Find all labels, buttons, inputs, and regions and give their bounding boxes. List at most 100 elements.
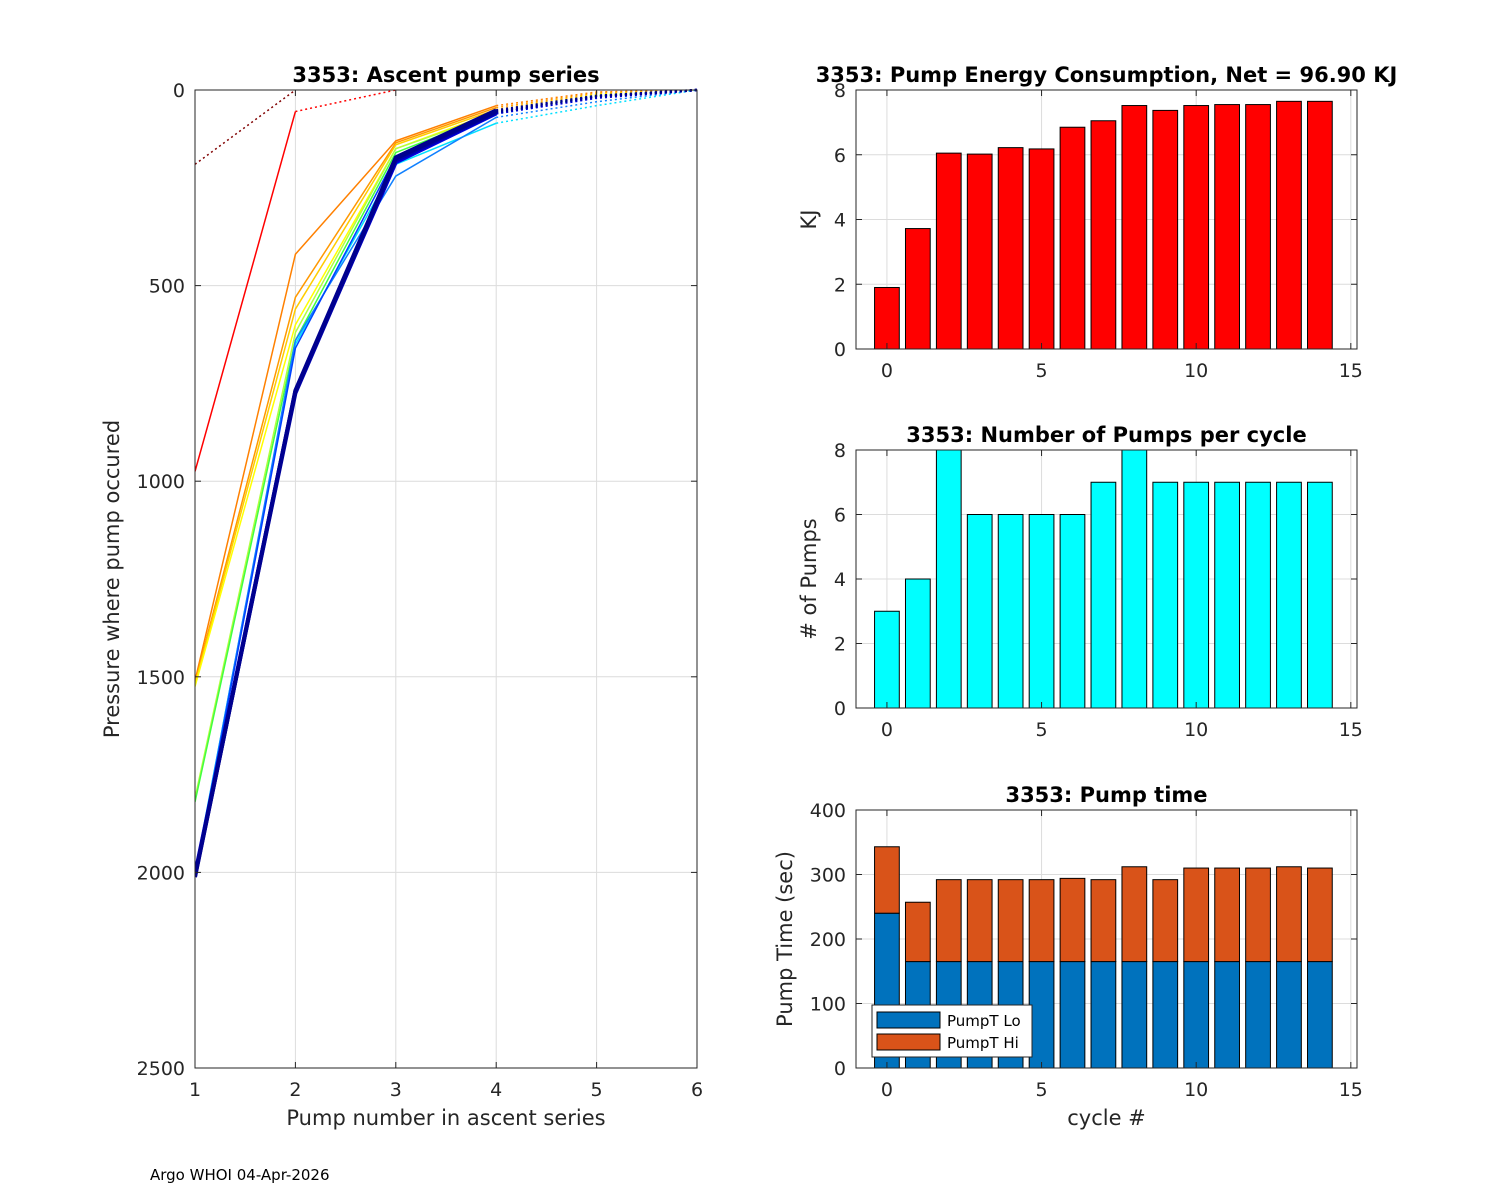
y-tick-label: 400	[810, 800, 846, 822]
axes-pumps: 0 5 10 15 0 2 4 6 8 3353: Number of Pumps per cyc…	[797, 423, 1363, 741]
y-tick-label: 0	[173, 80, 185, 102]
legend-swatch	[876, 1033, 941, 1051]
bar-pumpt-lo	[1090, 961, 1117, 1069]
y-tick-label: 200	[810, 929, 846, 951]
bar	[1028, 148, 1055, 350]
plot-area	[195, 90, 697, 1068]
bar-pumpt-hi	[904, 901, 931, 963]
x-tick-label: 0	[881, 1079, 893, 1101]
series-line-cycle-4	[195, 108, 497, 685]
bar-pumpt-hi	[1152, 879, 1179, 963]
y-axis-label: Pressure where pump occured	[100, 420, 124, 738]
x-tick-label: 6	[691, 1079, 703, 1101]
bar	[1183, 105, 1210, 350]
bar	[997, 147, 1024, 350]
bar-pumpt-lo	[1214, 961, 1240, 1069]
legend: PumpT Lo PumpT Hi	[871, 1004, 1033, 1058]
y-tick-label: 2	[834, 274, 846, 296]
x-tick-label: 10	[1184, 719, 1208, 741]
y-tick-label: 500	[149, 276, 185, 298]
bar	[1307, 481, 1333, 709]
footer-text: Argo WHOI 04-Apr-2026	[150, 1166, 330, 1184]
y-tick-label: 4	[834, 569, 846, 591]
y-axis-label: Pump Time (sec)	[773, 851, 797, 1027]
bar	[1059, 514, 1086, 709]
y-tick-label: 2	[834, 634, 846, 656]
bar	[935, 449, 962, 709]
bar	[904, 578, 931, 709]
bar-pumpt-hi	[1214, 867, 1240, 963]
x-tick-label: 15	[1339, 360, 1363, 382]
bar-pumpt-hi	[966, 879, 993, 963]
legend-label: PumpT Hi	[947, 1034, 1019, 1052]
x-tick-label: 10	[1184, 1079, 1208, 1101]
x-tick-label: 1	[189, 1079, 201, 1101]
x-axis-label: Pump number in ascent series	[286, 1106, 605, 1130]
bar-pumpt-hi	[874, 846, 900, 914]
y-tick-label: 1500	[137, 667, 185, 689]
y-axis-label: KJ	[797, 210, 821, 230]
bar	[1152, 109, 1179, 350]
y-tick-label: 8	[834, 80, 846, 102]
series-dotted-cycle-1	[295, 89, 396, 113]
bar-pumpt-lo	[1183, 961, 1210, 1069]
bar-pumpt-lo	[1152, 961, 1179, 1069]
axes-ascent: 1 2 3 4 5 6 0 500 1000 1500 2000 2500 3353: Ascent p…	[100, 63, 703, 1130]
y-tick-label: 2500	[137, 1058, 185, 1080]
y-tick-label: 6	[834, 505, 846, 527]
x-tick-label: 10	[1184, 360, 1208, 382]
y-tick-label: 0	[834, 698, 846, 720]
bar	[904, 228, 931, 350]
bar	[1307, 100, 1333, 350]
bar	[1090, 120, 1117, 350]
bar	[966, 514, 993, 709]
bar	[1214, 104, 1240, 350]
series-line-cycle-1	[195, 111, 297, 472]
bar	[1121, 105, 1148, 350]
chart-title: 3353: Pump Energy Consumption, Net = 96.…	[816, 63, 1398, 87]
bar-pumpt-hi	[1028, 879, 1055, 963]
series-line-cycle-6	[195, 112, 497, 799]
series-dotted-cycle-9	[496, 89, 697, 119]
series-line-cycle-5	[195, 110, 497, 687]
chart-title: 3353: Ascent pump series	[292, 63, 599, 87]
bar	[1152, 481, 1179, 709]
axes-box	[194, 89, 698, 1069]
bar	[1245, 481, 1271, 709]
chart-title: 3353: Number of Pumps per cycle	[906, 423, 1306, 447]
y-tick-label: 1000	[137, 471, 185, 493]
bar	[1183, 481, 1210, 709]
bar	[1059, 126, 1086, 350]
bar-pumpt-hi	[1307, 867, 1333, 963]
bar-pumpt-hi	[1245, 867, 1271, 963]
y-tick-label: 4	[834, 210, 846, 232]
bar-pumpt-lo	[1059, 961, 1086, 1069]
y-tick-label: 0	[834, 1058, 846, 1080]
series-line-cycle-9	[195, 116, 497, 875]
series-line-cycle-3	[195, 106, 497, 683]
bar	[1121, 449, 1148, 709]
x-tick-label: 0	[881, 360, 893, 382]
x-tick-label: 3	[390, 1079, 402, 1101]
bar-pumpt-lo	[1307, 961, 1333, 1069]
series-line-cycle-14	[195, 108, 498, 878]
series-group	[195, 88, 697, 878]
series-line-cycle-2	[195, 104, 497, 681]
bar-pumpt-hi	[997, 879, 1024, 963]
x-tick-label: 4	[490, 1079, 502, 1101]
bar-pumpt-hi	[1121, 866, 1148, 963]
bar-pumpt-lo	[1245, 961, 1271, 1069]
x-axis-label: cycle #	[1067, 1106, 1146, 1130]
bar-pumpt-hi	[1090, 879, 1117, 963]
y-tick-label: 8	[834, 440, 846, 462]
x-tick-label: 5	[1036, 1079, 1048, 1101]
x-tick-label: 5	[1036, 719, 1048, 741]
bar-pumpt-lo	[1028, 961, 1055, 1069]
bar	[997, 514, 1024, 709]
bar	[1028, 514, 1055, 709]
bar-pumpt-hi	[1059, 877, 1086, 963]
x-tick-label: 15	[1339, 719, 1363, 741]
bar	[935, 152, 962, 350]
